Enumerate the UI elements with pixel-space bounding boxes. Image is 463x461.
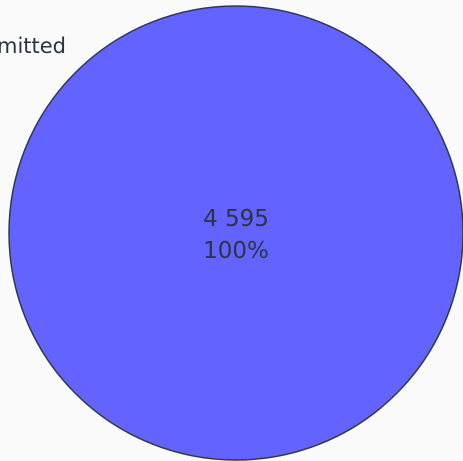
slice-category-label: Submitted [0,34,66,58]
slice-value-label: 4 595 [203,206,269,232]
pie-slices [8,5,463,461]
slice-percent-label: 100% [203,238,269,264]
pie-slice-0 [8,5,463,461]
